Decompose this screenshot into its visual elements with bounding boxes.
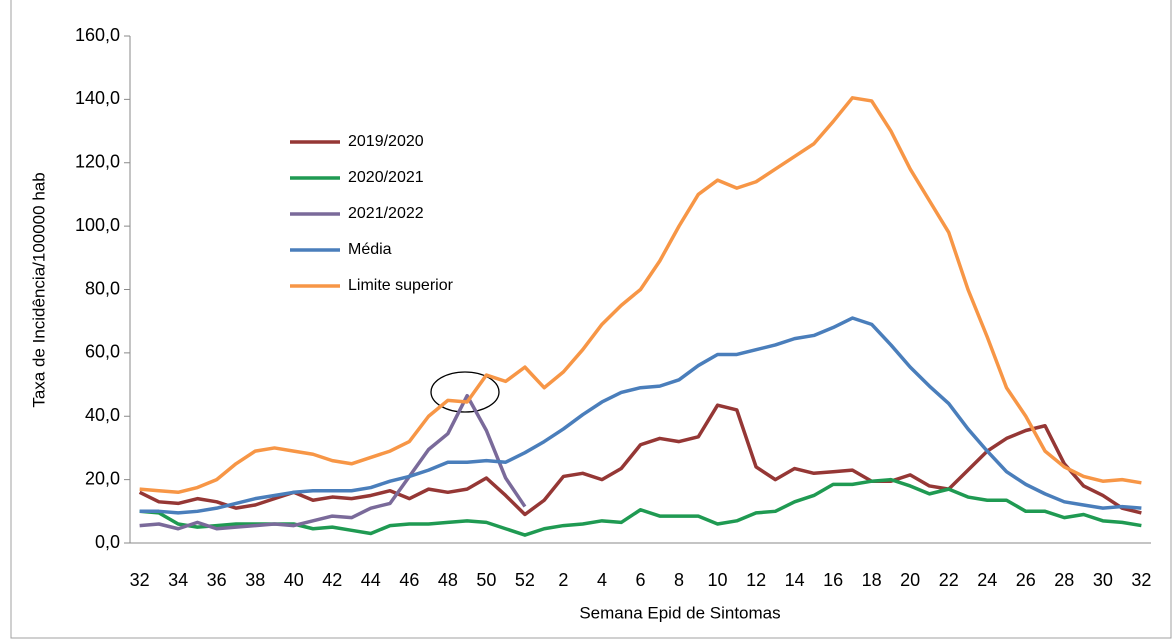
series-line <box>139 393 527 531</box>
x-tick-label: 28 <box>1054 570 1074 590</box>
y-axis-label: Taxa de Incidência/100000 hab <box>29 172 48 407</box>
series-line <box>138 403 1142 517</box>
x-tick-label: 18 <box>862 570 882 590</box>
y-tick-label: 40,0 <box>85 405 120 425</box>
x-tick-label: 4 <box>597 570 607 590</box>
x-tick-label: 42 <box>322 570 342 590</box>
legend-label: Média <box>348 241 392 258</box>
x-tick-label: 30 <box>1093 570 1113 590</box>
legend-label: 2021/2022 <box>348 205 424 222</box>
x-tick-label: 2 <box>558 570 568 590</box>
x-tick-label: 10 <box>708 570 728 590</box>
y-tick-label: 20,0 <box>85 468 120 488</box>
x-tick-label: 14 <box>785 570 805 590</box>
x-tick-label: 50 <box>476 570 496 590</box>
x-tick-label: 12 <box>746 570 766 590</box>
x-tick-label: 6 <box>635 570 645 590</box>
legend-label: 2020/2021 <box>348 169 424 186</box>
chart-frame <box>10 0 1172 639</box>
y-tick-label: 60,0 <box>85 342 120 362</box>
x-tick-label: 24 <box>977 570 997 590</box>
x-tick-label: 38 <box>245 570 265 590</box>
y-tick-label: 0,0 <box>95 532 120 552</box>
x-tick-label: 22 <box>939 570 959 590</box>
y-tick-label: 80,0 <box>85 278 120 298</box>
legend-label: Limite superior <box>348 277 454 294</box>
x-tick-label: 52 <box>515 570 535 590</box>
x-tick-label: 20 <box>900 570 920 590</box>
x-tick-label: 40 <box>284 570 304 590</box>
y-tick-label: 160,0 <box>75 25 120 45</box>
y-tick-label: 100,0 <box>75 215 120 235</box>
legend-label: 2019/2020 <box>348 133 424 150</box>
x-axis-label: Semana Epid de Sintomas <box>579 603 780 622</box>
x-tick-label: 44 <box>361 570 381 590</box>
series-line <box>139 316 1142 515</box>
x-tick-label: 34 <box>168 570 188 590</box>
x-tick-label: 8 <box>674 570 684 590</box>
x-tick-label: 16 <box>823 570 843 590</box>
annotation-ellipse <box>430 371 500 413</box>
x-tick-label: 32 <box>130 570 150 590</box>
series-line <box>139 96 1142 495</box>
x-tick-label: 36 <box>207 570 227 590</box>
x-tick-label: 32 <box>1131 570 1151 590</box>
y-tick-label: 120,0 <box>75 152 120 172</box>
x-tick-label: 46 <box>399 570 419 590</box>
x-tick-label: 48 <box>438 570 458 590</box>
y-tick-label: 140,0 <box>75 88 120 108</box>
x-tick-label: 26 <box>1016 570 1036 590</box>
series-line <box>139 477 1142 537</box>
